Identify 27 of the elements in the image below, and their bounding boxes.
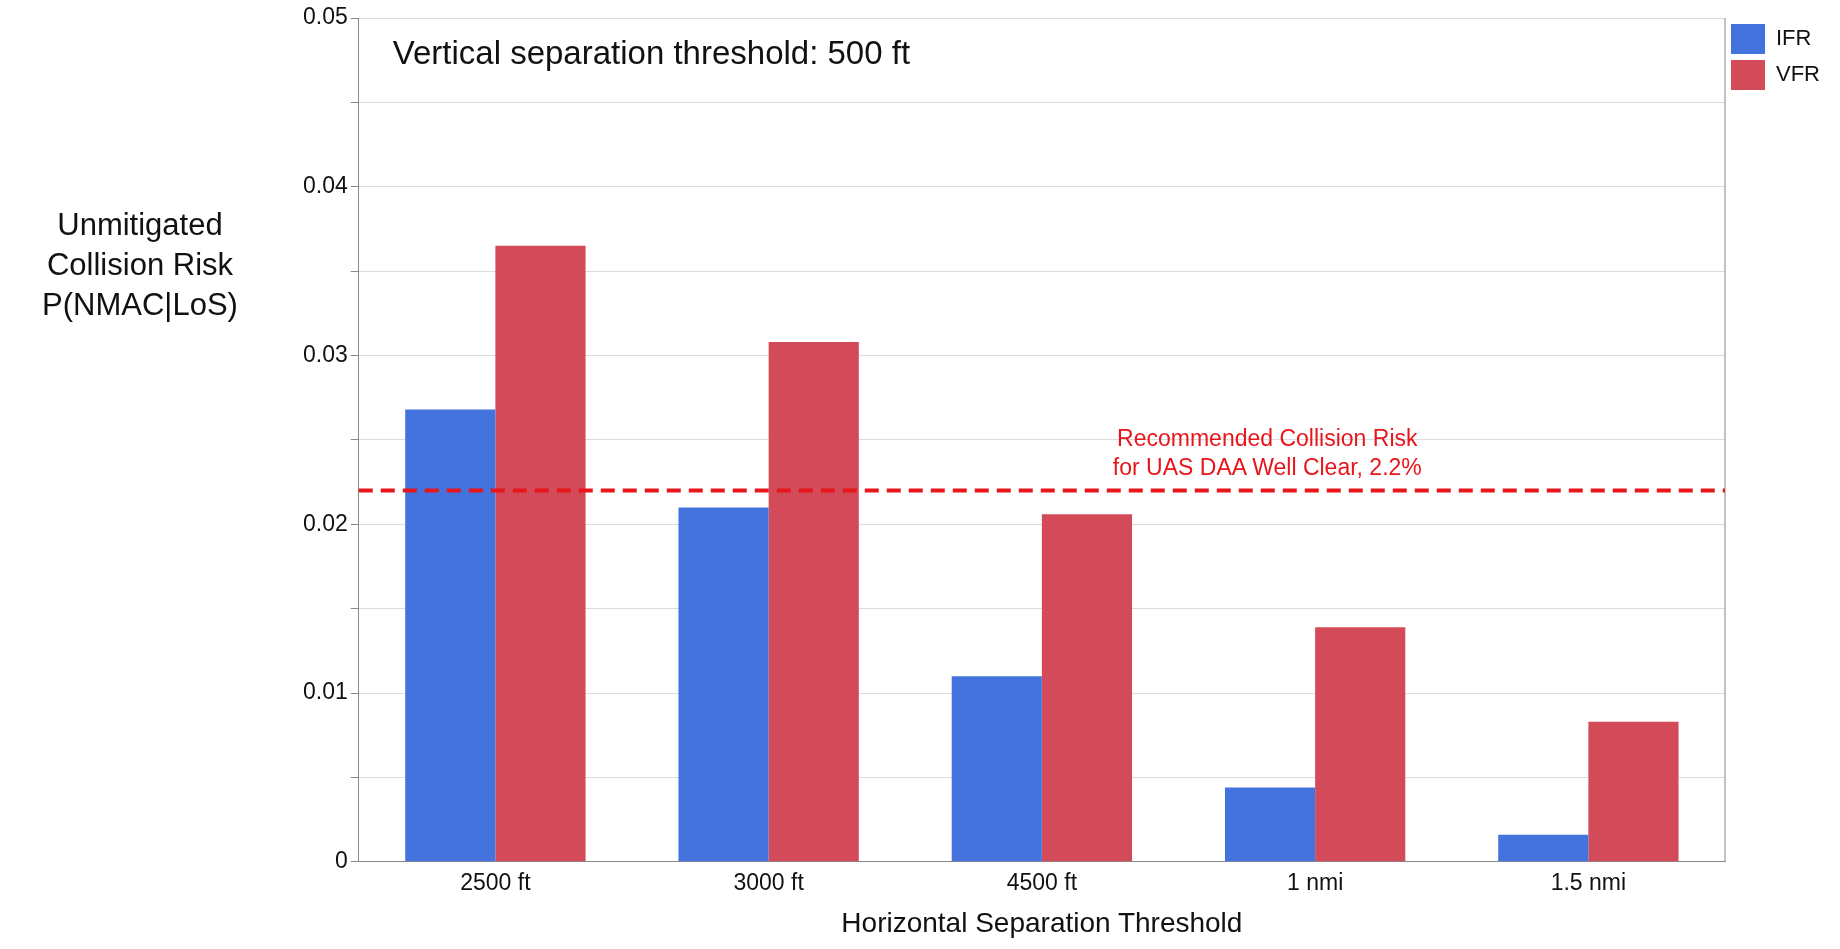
x-tick-label: 2500 ft (460, 868, 532, 895)
bar (1498, 834, 1589, 862)
y-tick-label: 0.02 (303, 509, 348, 536)
bar (1588, 721, 1679, 862)
x-tick-label: 4500 ft (1006, 868, 1078, 895)
y-tick-label: 0.04 (303, 172, 348, 199)
bar (678, 507, 769, 862)
y-tick-label: 0 (334, 847, 348, 874)
bar (1315, 627, 1406, 862)
bar (1041, 514, 1133, 862)
x-tick-label: 1.5 nmi (1550, 868, 1627, 895)
bar (768, 342, 859, 862)
x-tick-label: 3000 ft (733, 868, 805, 895)
ref-line-label: Recommended Collision Risk for UAS DAA Well Clear, 2.2% (1112, 425, 1422, 481)
bar (951, 676, 1042, 862)
bar (405, 409, 496, 862)
y-tick-label: 0.05 (303, 3, 348, 30)
x-tick-label: 1 nmi (1287, 868, 1344, 895)
y-axis-title: Unmitigated Collision Risk P(NMAC|LoS) (41, 206, 239, 324)
legend-label: IFR (1776, 25, 1812, 51)
bar (1224, 787, 1316, 862)
legend-label: VFR (1776, 61, 1820, 87)
y-tick-label: 0.03 (303, 340, 348, 367)
annotation: Vertical separation threshold: 500 ft (392, 33, 911, 71)
y-tick-label: 0.01 (303, 678, 348, 705)
bar (495, 245, 586, 862)
x-axis-title: Horizontal Separation Threshold (841, 906, 1243, 938)
